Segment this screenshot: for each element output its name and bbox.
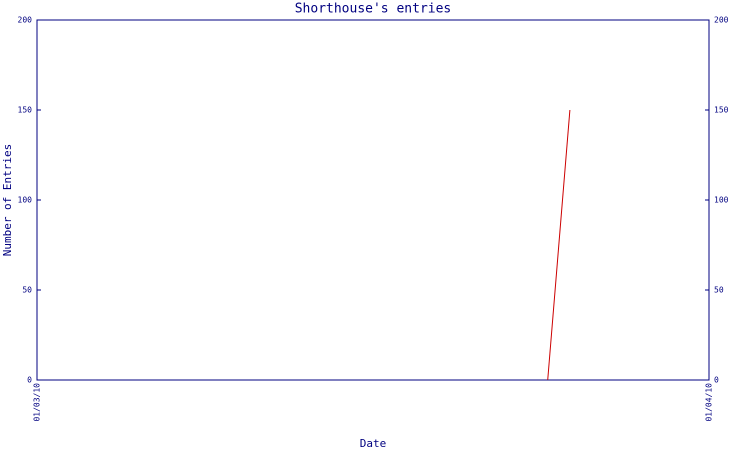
y-tick-label: 100 — [18, 196, 33, 205]
x-tick-label: 01/04/10 — [705, 383, 714, 422]
x-axis-label: Date — [360, 437, 387, 450]
chart-title: Shorthouse's entries — [295, 2, 452, 17]
y-tick-label: 150 — [18, 106, 33, 115]
y-axis-label: Number of Entries — [1, 144, 14, 257]
y-tick-label: 200 — [18, 16, 33, 25]
y2-tick-label: 150 — [714, 106, 729, 115]
y2-tick-label: 50 — [714, 286, 724, 295]
y2-tick-label: 200 — [714, 16, 729, 25]
y2-tick-label: 0 — [714, 376, 719, 385]
plot-frame — [36, 19, 710, 381]
y-tick-label: 0 — [27, 376, 32, 385]
y-tick-label: 50 — [22, 286, 32, 295]
data-line — [547, 109, 571, 381]
y2-tick-label: 100 — [714, 196, 729, 205]
x-tick-label: 01/03/10 — [33, 383, 42, 422]
